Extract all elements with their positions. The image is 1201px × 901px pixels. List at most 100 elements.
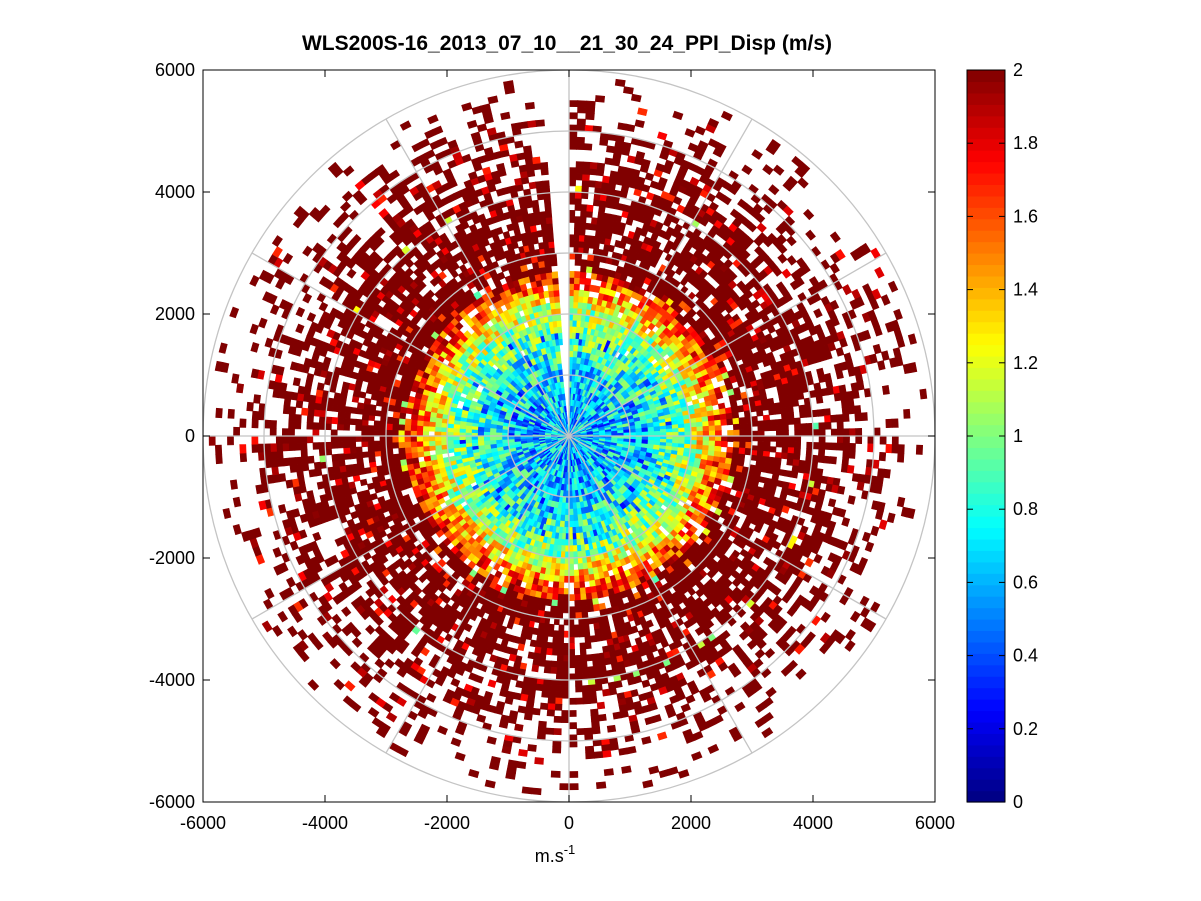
data-cell — [714, 430, 722, 437]
data-cell — [553, 618, 560, 626]
data-cell — [546, 228, 554, 237]
data-cell — [564, 557, 570, 565]
data-cell — [483, 435, 491, 441]
data-cell — [568, 252, 576, 260]
data-cell — [552, 630, 560, 638]
data-cell — [707, 415, 715, 422]
data-cell — [548, 290, 555, 298]
data-cell — [410, 446, 418, 453]
data-cell — [573, 301, 579, 309]
data-cell — [556, 356, 562, 365]
data-cell — [440, 439, 448, 446]
data-cell — [564, 514, 570, 522]
data-cell — [594, 628, 601, 636]
data-cell — [477, 430, 485, 437]
data-cell — [558, 630, 565, 638]
data-cell — [574, 593, 581, 601]
data-cell — [560, 545, 566, 553]
data-cell — [538, 622, 545, 630]
data-cell — [416, 425, 424, 432]
data-cell — [763, 445, 771, 453]
data-cell — [763, 440, 771, 447]
data-cell — [562, 594, 570, 602]
data-cell — [557, 636, 565, 644]
data-cell — [379, 425, 387, 432]
data-cell — [751, 430, 759, 437]
data-cell — [738, 417, 746, 425]
data-cell — [391, 423, 399, 431]
data-cell — [573, 630, 580, 638]
data-cell — [702, 435, 710, 442]
data-cell — [558, 581, 565, 589]
data-cell — [714, 440, 722, 447]
data-cell — [690, 431, 698, 437]
data-cell — [568, 606, 576, 614]
data-cell — [562, 600, 570, 608]
data-cell — [434, 444, 442, 451]
data-cell — [757, 420, 765, 427]
data-cell — [578, 575, 585, 583]
data-cell — [577, 563, 584, 571]
data-cell — [568, 594, 576, 602]
data-cell — [410, 451, 419, 459]
data-cell — [552, 587, 559, 595]
data-cell — [583, 241, 590, 249]
data-cell — [554, 301, 561, 309]
data-cell — [583, 574, 590, 582]
data-cell — [367, 450, 376, 458]
data-cell — [561, 387, 565, 395]
data-cell — [586, 259, 594, 268]
data-cell — [568, 520, 575, 528]
data-cell — [731, 411, 740, 420]
data-cell — [653, 430, 661, 437]
data-cell — [578, 618, 585, 626]
data-cell — [573, 587, 581, 595]
data-cell — [578, 246, 585, 254]
data-cell — [635, 427, 643, 433]
data-cell — [563, 569, 570, 577]
data-cell — [684, 439, 692, 445]
data-cell — [555, 350, 562, 359]
data-cell — [757, 430, 765, 437]
data-cell — [558, 569, 565, 577]
data-cell — [578, 630, 586, 638]
data-cell — [385, 429, 393, 437]
data-cell — [761, 404, 769, 411]
data-cell — [547, 629, 555, 638]
data-cell — [471, 438, 479, 444]
data-cell — [550, 599, 558, 607]
data-cell — [571, 496, 577, 504]
data-cell — [367, 430, 375, 437]
data-cell — [559, 563, 565, 571]
data-cell — [547, 283, 555, 292]
data-cell — [568, 514, 574, 522]
data-cell — [551, 271, 559, 279]
data-cell — [568, 270, 576, 278]
data-cell — [739, 423, 747, 431]
data-cell — [477, 435, 485, 442]
data-cell — [446, 443, 455, 450]
data-cell — [696, 430, 704, 437]
data-cell — [556, 320, 562, 328]
data-cell — [745, 435, 753, 443]
data-cell — [558, 575, 565, 583]
data-cell — [568, 557, 574, 565]
data-cell — [585, 598, 594, 607]
data-cell — [374, 410, 382, 417]
data-cell — [367, 445, 375, 453]
data-cell — [568, 289, 575, 297]
data-cell — [580, 605, 588, 613]
data-cell — [367, 414, 376, 422]
data-cell — [573, 234, 580, 242]
data-cell — [573, 569, 580, 577]
data-cell — [708, 430, 716, 437]
data-cell — [563, 588, 570, 595]
data-cell — [428, 435, 436, 442]
data-cell — [578, 624, 585, 632]
data-cell — [580, 599, 588, 607]
data-cell — [572, 319, 578, 327]
data-cell — [568, 234, 575, 242]
data-cell — [557, 326, 563, 334]
data-cell — [410, 419, 418, 426]
